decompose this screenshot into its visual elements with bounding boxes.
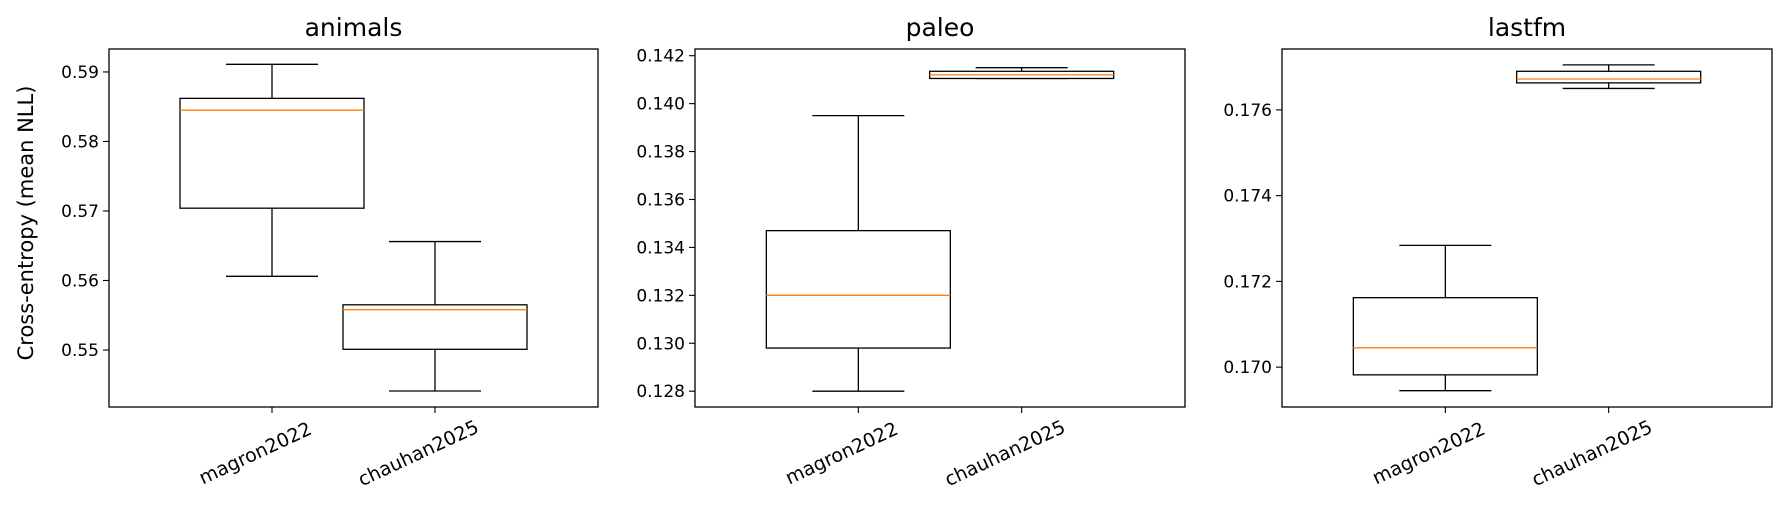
plot-frame	[694, 48, 1186, 408]
y-tick-label: 0.142	[636, 47, 685, 67]
y-tick-label: 0.136	[636, 190, 685, 210]
y-tick-label: 0.58	[61, 132, 99, 152]
y-axis-label: Cross-entropy (mean NLL)	[14, 86, 38, 361]
panel-title: paleo	[906, 13, 975, 42]
y-tick-label: 0.176	[1223, 101, 1272, 121]
x-tick-label: chauhan2025	[355, 416, 482, 491]
y-tick-label: 0.130	[636, 334, 685, 354]
box-chauhan2025	[342, 240, 528, 392]
iqr-box	[1516, 70, 1702, 84]
x-tick-label: magron2022	[1369, 418, 1489, 489]
box-magron2022	[765, 114, 951, 392]
box-magron2022	[179, 63, 365, 277]
box-chauhan2025	[929, 67, 1115, 80]
y-tick-label: 0.57	[61, 202, 99, 222]
panel-title: animals	[305, 13, 403, 42]
panel-2: lastfm 0.170 0.172 0.174 0.176 magron2022 chau…	[1223, 13, 1773, 491]
y-tick-label: 0.170	[1223, 358, 1272, 378]
y-tick-label: 0.128	[636, 382, 685, 402]
iqr-box	[765, 229, 951, 349]
x-tick-label: magron2022	[196, 418, 316, 489]
box-magron2022	[1352, 244, 1538, 392]
plot-frame	[1281, 48, 1773, 408]
x-tick-label: chauhan2025	[941, 416, 1068, 491]
iqr-box	[342, 304, 528, 350]
y-tick-label: 0.174	[1223, 187, 1272, 207]
y-tick-label: 0.172	[1223, 272, 1272, 292]
y-tick-label: 0.59	[61, 63, 99, 83]
y-tick-label: 0.55	[61, 341, 99, 361]
panel-title: lastfm	[1488, 13, 1566, 42]
iqr-box	[1352, 297, 1538, 376]
y-tick-label: 0.132	[636, 286, 685, 306]
panel-0: animals 0.55 0.56 0.57 0.58 0.59 magron2022 cha…	[61, 13, 599, 491]
plot-frame	[108, 48, 599, 408]
y-tick-label: 0.140	[636, 95, 685, 115]
panel-1: paleo 0.128 0.130 0.132 0.134 0.136 0.138 0.140…	[636, 13, 1186, 491]
y-tick-label: 0.134	[636, 238, 685, 258]
iqr-box	[179, 97, 365, 209]
x-tick-label: magron2022	[782, 418, 902, 489]
box-chauhan2025	[1516, 64, 1702, 90]
x-tick-label: chauhan2025	[1528, 416, 1655, 491]
y-tick-label: 0.56	[61, 271, 99, 291]
y-tick-label: 0.138	[636, 143, 685, 163]
